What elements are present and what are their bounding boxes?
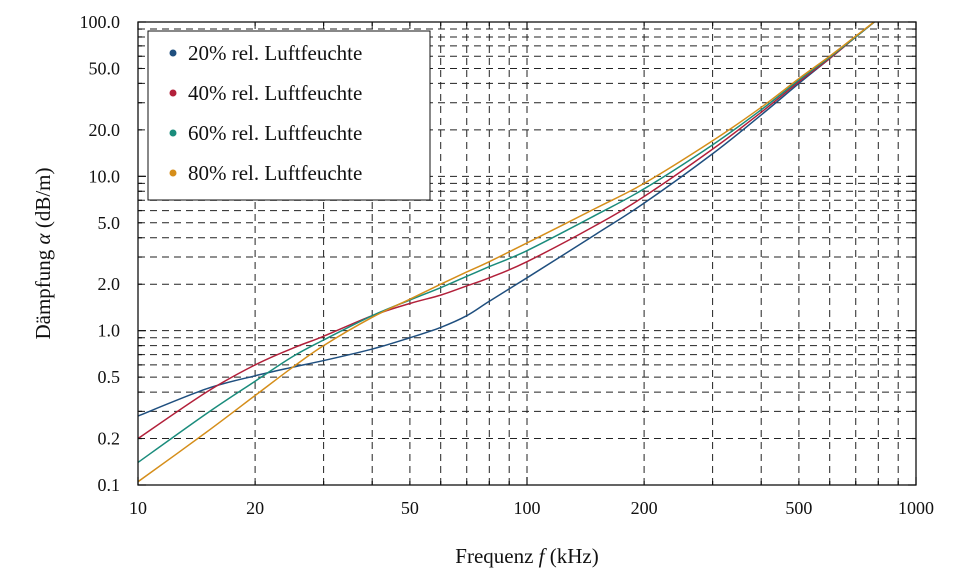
- legend-box: [147, 30, 431, 201]
- legend-entry: 20% rel. Luftfeuchte: [169, 41, 362, 65]
- x-tick-label: 50: [401, 498, 419, 518]
- y-tick-label: 5.0: [98, 213, 121, 233]
- legend-entry: 60% rel. Luftfeuchte: [169, 121, 362, 145]
- legend-entry: 40% rel. Luftfeuchte: [169, 81, 362, 105]
- y-tick-label: 100.0: [80, 12, 121, 32]
- y-tick-label: 0.5: [98, 367, 121, 387]
- x-tick-label: 10: [129, 498, 147, 518]
- legend-label: 80% rel. Luftfeuchte: [188, 161, 362, 185]
- x-tick-label: 500: [785, 498, 812, 518]
- legend: 20% rel. Luftfeuchte 40% rel. Luftfeuchte…: [147, 30, 431, 201]
- legend-marker: [169, 89, 177, 97]
- y-tick-label: 50.0: [89, 58, 121, 78]
- legend-entries: 20% rel. Luftfeuchte 40% rel. Luftfeuchte…: [169, 41, 362, 185]
- x-tick-label: 200: [631, 498, 658, 518]
- legend-marker: [169, 49, 177, 57]
- y-tick-label: 0.2: [98, 429, 121, 449]
- tick-marks: [137, 21, 917, 486]
- legend-entry: 80% rel. Luftfeuchte: [169, 161, 362, 185]
- legend-label: 40% rel. Luftfeuchte: [188, 81, 362, 105]
- legend-marker: [169, 169, 177, 177]
- x-tick-label: 100: [514, 498, 541, 518]
- y-axis-label: Dämpfung α (dB/m): [31, 167, 55, 339]
- legend-label: 60% rel. Luftfeuchte: [188, 121, 362, 145]
- y-tick-labels: 0.1 0.2 0.5 1.0 2.0 5.0 10.0 20.0 50.0 100.0: [80, 12, 121, 495]
- y-tick-label: 1.0: [98, 321, 121, 341]
- legend-label: 20% rel. Luftfeuchte: [188, 41, 362, 65]
- y-tick-label: 2.0: [98, 274, 121, 294]
- series-line: [138, 22, 876, 483]
- x-tick-label: 20: [246, 498, 264, 518]
- series-line: [138, 22, 876, 464]
- y-tick-label: 0.1: [98, 475, 121, 495]
- x-tick-label: 1000: [898, 498, 934, 518]
- series-lines: [138, 22, 876, 483]
- x-tick-labels: 10 20 50 100 200 500 1000: [129, 498, 934, 518]
- y-tick-label: 10.0: [89, 166, 121, 186]
- grid: [138, 22, 916, 485]
- legend-marker: [169, 129, 177, 137]
- series-line: [138, 22, 876, 440]
- y-tick-label: 20.0: [89, 120, 121, 140]
- x-axis-label: Frequenz f (kHz): [455, 544, 598, 568]
